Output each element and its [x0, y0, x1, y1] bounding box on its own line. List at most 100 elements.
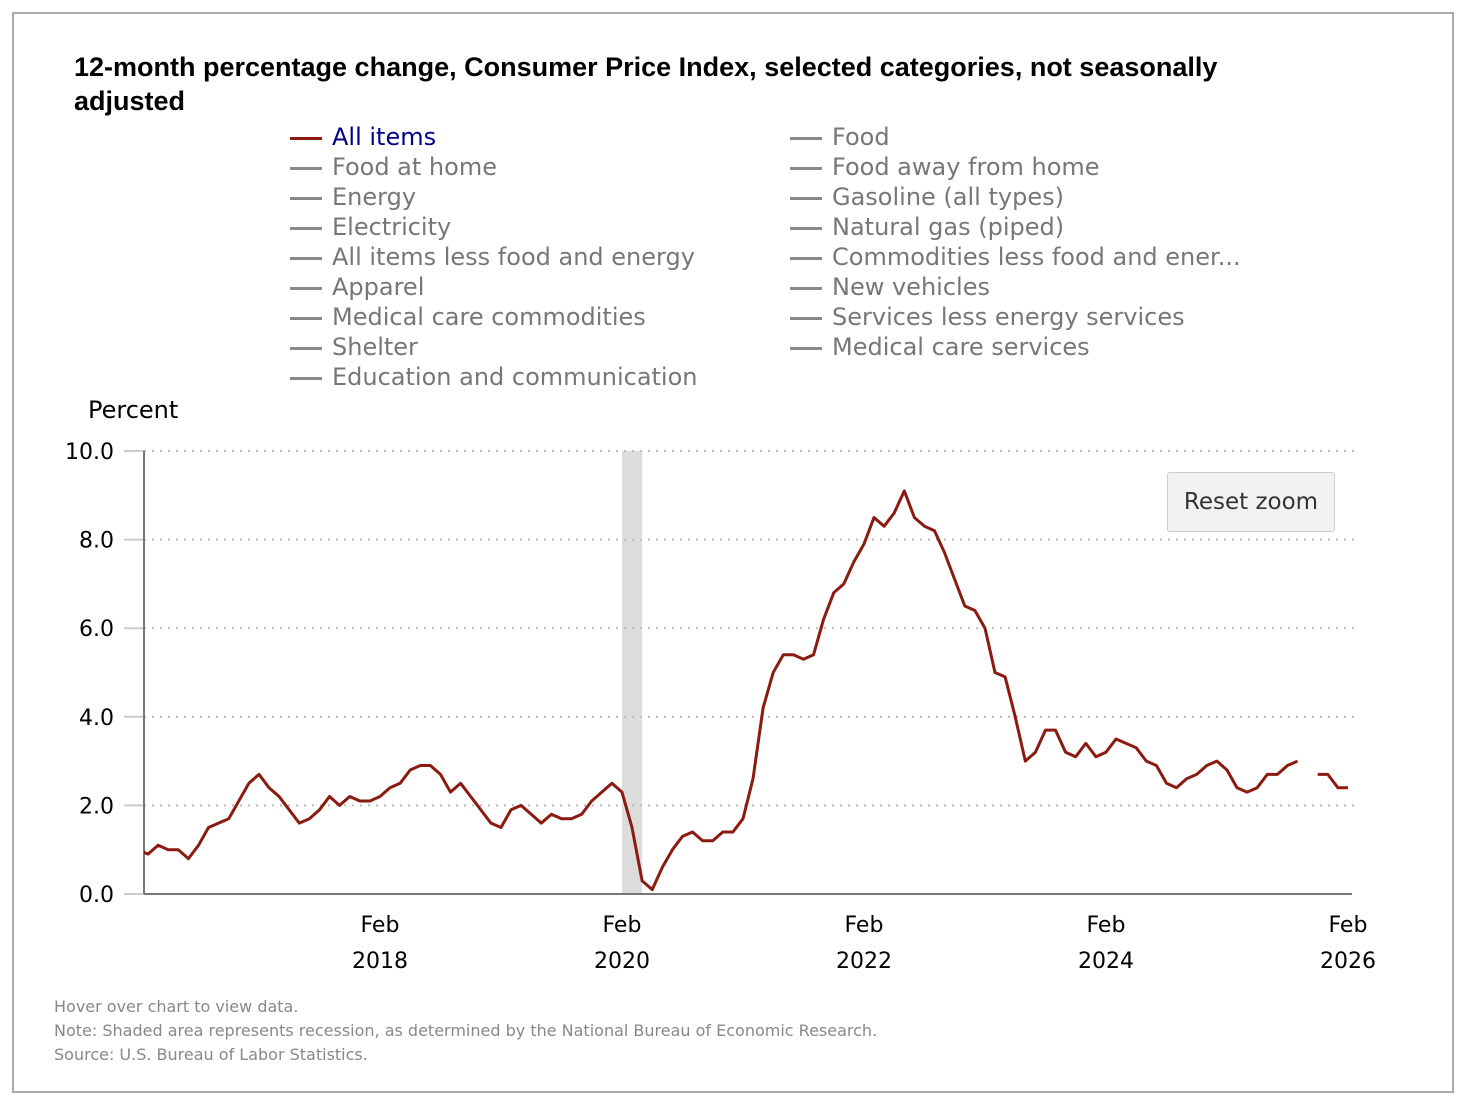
legend-item[interactable]: Medical care services — [790, 332, 1090, 362]
legend-item[interactable]: Apparel — [290, 272, 424, 302]
data-point — [526, 809, 536, 819]
legend-item[interactable]: All items less food and energy — [290, 242, 695, 272]
data-point — [1242, 787, 1252, 797]
data-point — [153, 840, 163, 850]
legend-item[interactable]: Food away from home — [790, 152, 1100, 182]
data-point — [516, 800, 526, 810]
data-point — [1101, 747, 1111, 757]
legend-item[interactable]: New vehicles — [790, 272, 990, 302]
data-point — [234, 796, 244, 806]
data-point — [1040, 725, 1050, 735]
legend-item[interactable]: Energy — [290, 182, 416, 212]
legend-line-icon — [290, 256, 322, 260]
data-point — [1010, 712, 1020, 722]
data-point — [1121, 738, 1131, 748]
data-point — [1222, 765, 1232, 775]
data-point — [274, 792, 284, 802]
data-point — [1081, 738, 1091, 748]
x-tick-month: Feb — [1328, 913, 1367, 938]
data-point — [456, 778, 466, 788]
data-point — [486, 818, 496, 828]
data-point — [335, 800, 345, 810]
data-point — [869, 512, 879, 522]
data-point — [577, 809, 587, 819]
legend-label: Electricity — [332, 213, 452, 241]
data-point — [1061, 747, 1071, 757]
legend-item[interactable]: Education and communication — [290, 362, 698, 392]
legend-label: Gasoline (all types) — [832, 183, 1064, 211]
data-point — [264, 783, 274, 793]
reset-zoom-button[interactable]: Reset zoom — [1167, 472, 1335, 532]
legend-line-icon — [290, 316, 322, 320]
data-point — [809, 650, 819, 660]
legend-item[interactable]: Food — [790, 122, 890, 152]
legend-item[interactable]: Electricity — [290, 212, 451, 242]
data-point — [627, 823, 637, 833]
data-point — [677, 831, 687, 841]
data-point — [698, 836, 708, 846]
data-point — [143, 849, 153, 859]
legend-item[interactable]: Shelter — [290, 332, 418, 362]
data-point — [950, 574, 960, 584]
data-point — [435, 769, 445, 779]
legend-line-icon — [290, 346, 322, 350]
data-point — [657, 862, 667, 872]
data-point — [1020, 756, 1030, 766]
legend-line-icon — [290, 166, 322, 170]
data-point — [567, 814, 577, 824]
data-point — [758, 703, 768, 713]
data-point — [385, 783, 395, 793]
y-tick-label: 8.0 — [79, 529, 114, 554]
legend-item[interactable]: Commodities less food and ener... — [790, 242, 1241, 272]
x-tick-year: 2018 — [352, 949, 408, 974]
chart-title: 12-month percentage change, Consumer Pri… — [74, 52, 1218, 116]
legend-item[interactable]: Medical care commodities — [290, 302, 646, 332]
x-tick-month: Feb — [602, 913, 641, 938]
chart-container — [12, 12, 1454, 1093]
data-point — [1000, 672, 1010, 682]
legend-line-icon — [290, 196, 322, 200]
data-point — [1091, 752, 1101, 762]
x-tick-month: Feb — [1086, 913, 1125, 938]
legend-label: Shelter — [332, 333, 418, 361]
legend-label: Food away from home — [832, 153, 1100, 181]
x-tick-year: 2020 — [594, 949, 650, 974]
data-point — [1343, 783, 1353, 793]
data-point — [1051, 725, 1061, 735]
data-point — [284, 805, 294, 815]
data-point — [546, 809, 556, 819]
data-point — [314, 805, 324, 815]
data-point — [536, 818, 546, 828]
legend-line-icon — [290, 226, 322, 230]
data-point — [798, 654, 808, 664]
recession-note: Note: Shaded area represents recession, … — [54, 1021, 878, 1040]
data-point — [829, 588, 839, 598]
data-point — [909, 512, 919, 522]
legend-label: Medical care services — [832, 333, 1090, 361]
hover-hint: Hover over chart to view data. — [54, 997, 299, 1016]
legend-item[interactable]: Natural gas (piped) — [790, 212, 1064, 242]
y-tick-label: 2.0 — [79, 794, 114, 819]
legend-line-icon — [790, 166, 822, 170]
legend-item[interactable]: Services less energy services — [790, 302, 1185, 332]
data-point — [1172, 783, 1182, 793]
data-point — [395, 778, 405, 788]
data-point — [1030, 747, 1040, 757]
y-tick-label: 10.0 — [65, 440, 114, 465]
x-tick-month: Feb — [360, 913, 399, 938]
data-point — [718, 827, 728, 837]
data-point — [294, 818, 304, 828]
data-point — [748, 774, 758, 784]
y-axis-label: Percent — [88, 396, 179, 424]
legend-label: Medical care commodities — [332, 303, 646, 331]
data-point — [738, 814, 748, 824]
data-point — [617, 787, 627, 797]
data-point — [506, 805, 516, 815]
legend-item[interactable]: Food at home — [290, 152, 497, 182]
legend-line-icon — [790, 346, 822, 350]
data-point — [849, 557, 859, 567]
legend-item[interactable]: Gasoline (all types) — [790, 182, 1064, 212]
legend-item[interactable]: All items — [290, 122, 436, 152]
data-point — [183, 854, 193, 864]
